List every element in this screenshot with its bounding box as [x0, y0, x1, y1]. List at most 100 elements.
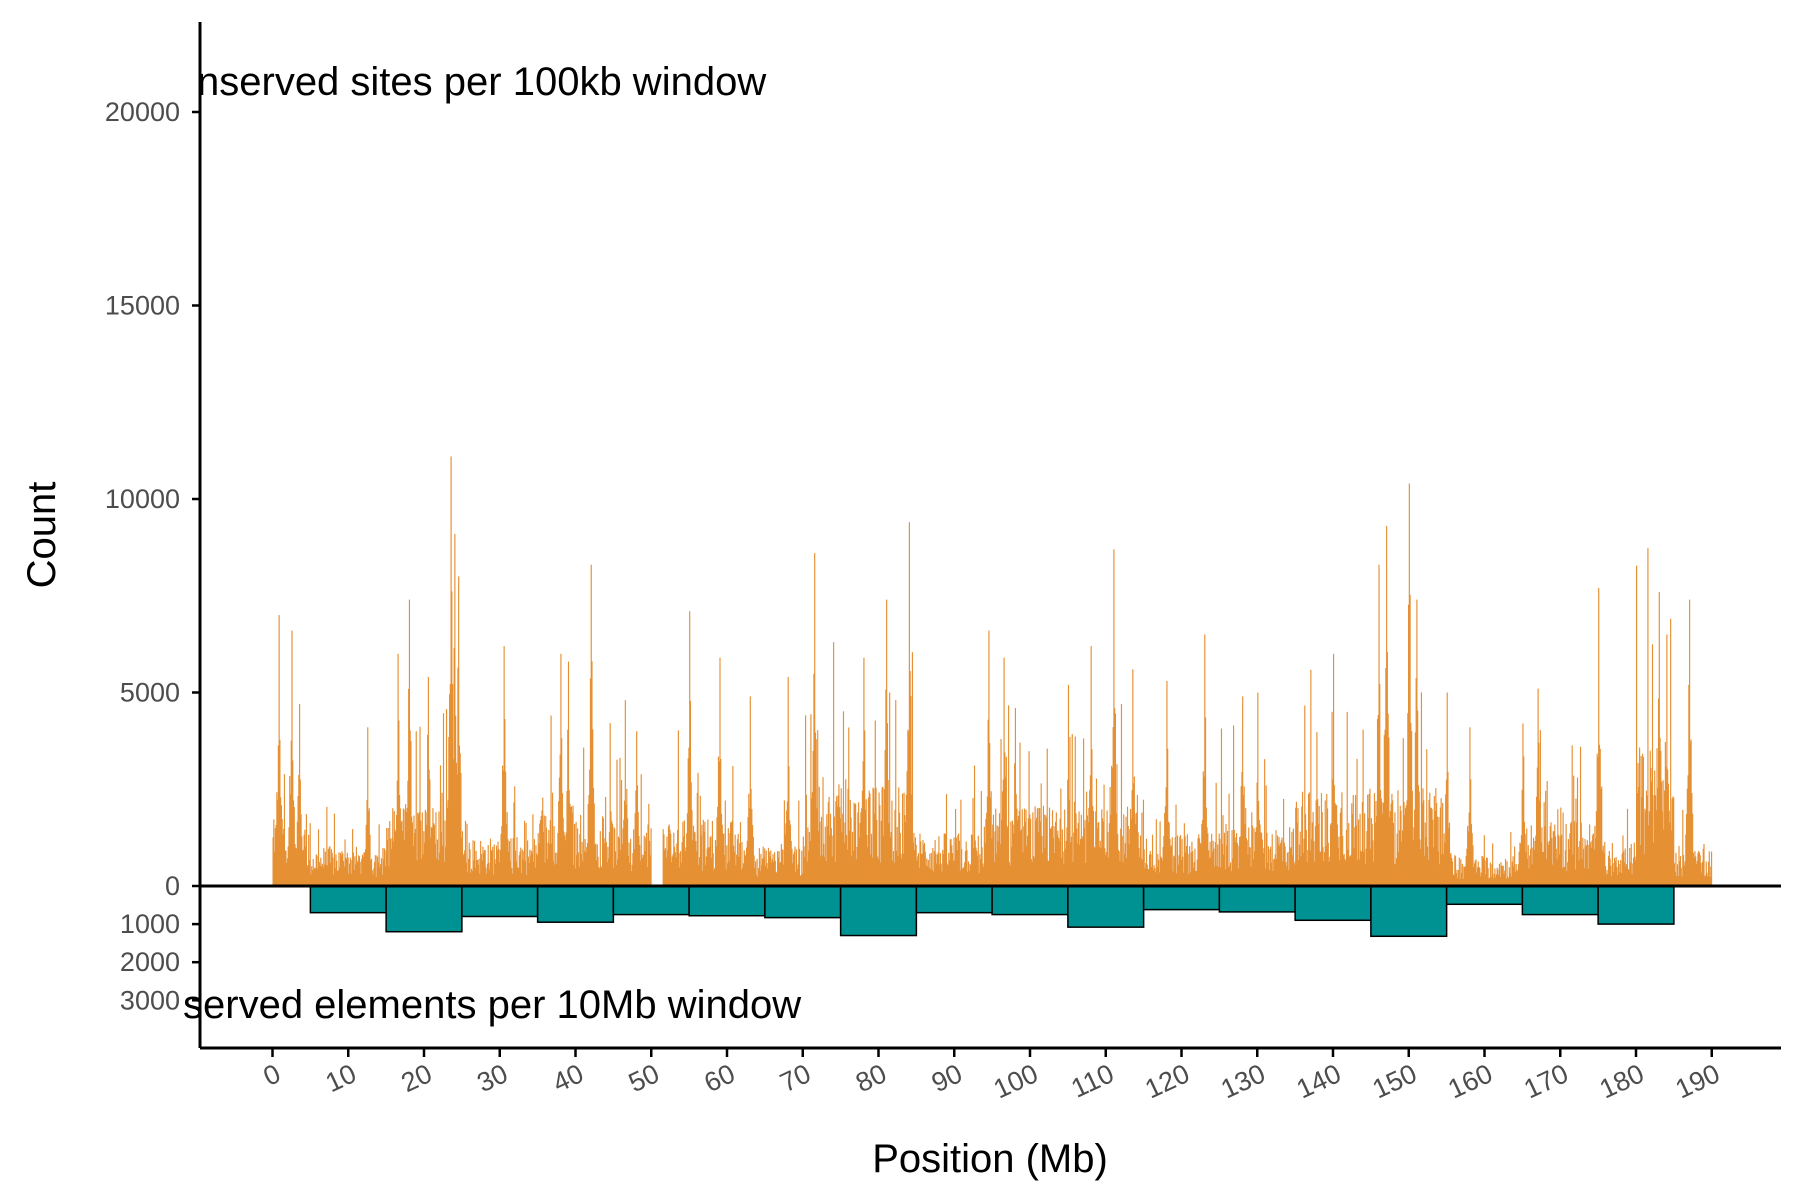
site-bar	[1165, 787, 1167, 886]
site-bar	[1292, 828, 1295, 886]
site-bar	[1488, 878, 1490, 886]
site-bar	[598, 868, 601, 886]
site-bar	[1186, 845, 1188, 886]
site-bar	[475, 850, 477, 886]
site-bar	[427, 677, 429, 886]
site-bar	[510, 838, 512, 886]
site-bar	[759, 871, 761, 886]
site-bar	[1101, 809, 1103, 886]
site-bar	[1567, 862, 1569, 886]
site-bar	[995, 853, 998, 886]
site-bar	[1347, 849, 1349, 886]
site-bar	[1086, 815, 1088, 886]
site-bar	[895, 850, 898, 886]
site-bar	[446, 808, 448, 886]
site-bar	[1065, 840, 1067, 886]
site-bar	[1376, 719, 1379, 886]
site-bar	[577, 828, 579, 886]
site-bar	[889, 692, 891, 886]
site-bar	[1704, 875, 1707, 886]
site-bar	[467, 872, 469, 886]
site-bar	[717, 806, 719, 886]
site-bar	[1633, 842, 1635, 886]
site-bar	[1710, 866, 1712, 886]
site-bar	[1261, 832, 1263, 886]
element-bar	[1521, 885, 1599, 916]
site-bar	[1425, 836, 1427, 886]
site-bar	[897, 855, 899, 886]
site-bar	[1507, 876, 1509, 886]
site-bar	[1004, 752, 1006, 886]
site-bar	[689, 611, 691, 886]
site-bar	[488, 862, 490, 886]
site-bar	[908, 731, 910, 886]
site-bar	[692, 825, 695, 886]
site-bar	[1336, 805, 1338, 886]
site-bar	[406, 807, 408, 886]
site-bar	[1477, 861, 1479, 886]
site-bar	[935, 853, 937, 886]
site-bar	[472, 840, 474, 886]
site-bar	[434, 843, 436, 886]
site-bar	[1456, 869, 1458, 886]
site-bar	[1025, 809, 1027, 886]
site-bar	[320, 866, 323, 886]
site-bar	[1614, 861, 1616, 886]
site-bar	[409, 730, 411, 886]
site-bar	[772, 854, 774, 886]
site-bar	[599, 831, 601, 886]
site-bar	[738, 856, 740, 886]
site-bar	[1537, 688, 1539, 886]
site-bar	[1494, 868, 1496, 886]
site-bar	[1378, 564, 1380, 886]
site-bar	[1553, 831, 1555, 886]
site-bar	[325, 864, 327, 886]
site-bar	[1389, 810, 1391, 886]
site-bar	[1195, 870, 1198, 886]
x-tick-label: 180	[1595, 1058, 1649, 1104]
site-bar	[474, 867, 476, 886]
site-bar	[1675, 852, 1677, 886]
site-bar	[1002, 779, 1004, 886]
site-bar	[503, 646, 505, 886]
site-bar	[723, 854, 726, 886]
site-bar	[708, 847, 710, 886]
site-bar	[826, 814, 828, 886]
site-bar	[1498, 863, 1501, 886]
site-bar	[1320, 852, 1322, 886]
site-bar	[894, 809, 896, 886]
site-bar	[538, 843, 540, 886]
site-bar	[536, 853, 538, 886]
site-bar	[1114, 713, 1116, 886]
site-bar	[283, 828, 285, 886]
site-bar	[1039, 821, 1042, 886]
site-bar	[604, 843, 606, 886]
site-bar	[1297, 807, 1299, 886]
site-bar	[1108, 857, 1110, 886]
site-bar	[796, 869, 798, 886]
site-bar	[512, 838, 514, 886]
site-bar	[1081, 838, 1083, 886]
site-bar	[970, 834, 973, 886]
site-bar	[1083, 827, 1085, 886]
site-bar	[352, 852, 354, 886]
site-bar	[1015, 794, 1017, 886]
y-tick-label: 0	[165, 871, 180, 901]
site-bar	[438, 811, 440, 886]
site-bar	[1678, 846, 1680, 886]
site-bar	[911, 794, 913, 886]
site-bar	[456, 774, 458, 886]
site-bar	[334, 868, 336, 886]
site-bar	[1111, 765, 1113, 886]
site-bar	[1586, 845, 1588, 886]
site-bar	[354, 856, 356, 886]
site-bar	[992, 824, 994, 886]
site-bar	[1446, 692, 1448, 886]
site-bar	[287, 846, 289, 886]
site-bar	[1611, 843, 1613, 886]
site-bar	[774, 860, 776, 886]
site-bar	[482, 846, 484, 886]
site-bar	[1014, 763, 1016, 886]
site-bar	[358, 856, 361, 886]
site-bar	[1374, 822, 1376, 886]
